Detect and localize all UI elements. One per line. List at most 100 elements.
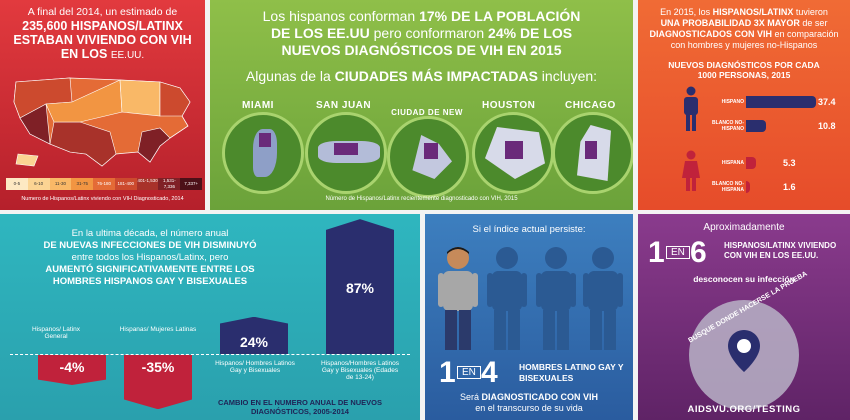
panel-one-in-four: Si el índice actual persiste: 1 EN 4 HOM… [425, 214, 633, 420]
cities-sub-1: Algunas de la [245, 68, 335, 84]
change-label-0: Hispanos/ Latinx General [31, 326, 81, 340]
city-map-san-juan [305, 112, 387, 194]
pop-text-1: Los hispanos conforman [262, 8, 420, 24]
lifetime-text-1: Será [459, 392, 482, 402]
legend-swatch-7: 1,531-7,336 [158, 178, 181, 190]
change-value-2: 24% [239, 333, 269, 350]
women-row-0-value: 5.3 [783, 158, 796, 168]
city-map-houston [472, 112, 554, 194]
location-pin-icon [728, 330, 760, 372]
cities-caption: Número de Hispanos/Latinx recientemente … [325, 196, 518, 202]
stat-num-2: 6 [690, 236, 707, 269]
baseline [10, 354, 410, 355]
change-value-1: -35% [141, 359, 175, 375]
prob-text-6: DIAGNOSTICADOS CON VIH [649, 29, 772, 39]
men-row-0-bar [746, 96, 816, 108]
map-caption: Numero de Hispanos/Latinx viviendo con V… [21, 196, 184, 202]
legend-swatch-5: 181-400 [114, 178, 137, 190]
change-value-3: 87% [345, 279, 375, 296]
men-row-1-label: BLANCO NO-HISPANO [712, 120, 744, 132]
city-hotspot [259, 133, 271, 147]
women-row-1-label: BLANCO NO-HISPANA [712, 181, 744, 193]
city-hotspot [585, 141, 597, 159]
city-map-chicago [552, 112, 633, 194]
change-bar-1 [124, 355, 192, 410]
city-label-houston: HOUSTON [482, 100, 536, 111]
cities-sub-3: incluyen: [537, 68, 598, 84]
change-label-2: Hispanos/ Hombres Latinos Gay y Bisexual… [215, 360, 295, 374]
city-map-new-york [387, 116, 469, 198]
women-row-0-label: HISPANA [721, 160, 744, 166]
headline-text: 235,600 HISPANOS/LATINX ESTABAN VIVIENDO… [13, 19, 192, 61]
legend-swatch-1: 6-10 [27, 178, 50, 190]
panel-probability: En 2015, los HISPANOS/LATINX tuvieron UN… [638, 0, 850, 210]
person-silhouette-icon [536, 247, 576, 350]
women-row-1-bar [746, 181, 750, 193]
change-bar-2 [220, 316, 288, 354]
prob-text-2: HISPANOS/LATINX [712, 7, 794, 17]
city-hotspot [505, 141, 523, 159]
panel-trends: En la ultima década, el número anual DE … [0, 214, 420, 420]
change-value-0: -4% [59, 359, 85, 375]
male-icon [684, 86, 698, 131]
ratio-num-1: 1 [439, 356, 456, 389]
testing-url[interactable]: AIDSVU.ORG/TESTING [687, 404, 801, 415]
men-row-1-bar [746, 120, 767, 132]
legend-swatch-0: 0-5 [6, 178, 28, 190]
pop-text-4: pero conformaron [369, 25, 489, 41]
legend-swatch-6: 401-1,530 [136, 178, 159, 190]
city-hotspot [334, 143, 358, 155]
ratio-num-2: 4 [481, 356, 498, 389]
pop-text-5: 24% DE LOS [488, 25, 573, 41]
headline: 235,600 HISPANOS/LATINX ESTABAN VIVIENDO… [6, 19, 199, 63]
person-silhouette-icon [487, 247, 527, 350]
trend-caption: CAMBIO EN EL NUMERO ANUAL DE NUEVOS DIAG… [217, 398, 383, 416]
trend-text-3: entre todos los Hispanos/Latinx, pero [71, 252, 229, 263]
intro-text: A final del 2014, un estimado de [27, 6, 178, 18]
city-map-miami [222, 112, 304, 194]
prob-text-7: en comparación con hombres y mujeres no-… [670, 29, 839, 50]
persist-text: Si el índice actual persiste: [472, 224, 586, 235]
unknown-text: desconocen su infección [693, 274, 795, 284]
trend-text-1: En la ultima década, el número anual [71, 228, 229, 239]
cities-sub-2: CIUDADES MÁS IMPACTADAS [334, 68, 538, 84]
panel-testing: Aproximadamente 1 EN 6 HISPANOS/LATINX V… [638, 214, 850, 420]
approx-text: Aproximadamente [703, 222, 785, 233]
stat-num-1: 1 [648, 236, 665, 269]
headline-tail: EE.UU. [110, 50, 145, 61]
ratio-en: EN [457, 366, 481, 379]
prob-text-3: tuvieron [793, 7, 828, 17]
map-legend: 0-5 6-10 11-30 31-75 76-180 181-400 401-… [6, 178, 203, 190]
panel-new-diagnoses: Los hispanos conforman 17% DE LA POBLACI… [210, 0, 633, 210]
city-label-chicago: CHICAGO [565, 100, 616, 111]
city-label-san-juan: SAN JUAN [316, 100, 372, 111]
pop-text-2: 17% DE LA POBLACIÓN [419, 8, 581, 24]
trend-text-4: AUMENTÓ SIGNIFICATIVAMENTE ENTRE LOS HOM… [45, 264, 255, 287]
trend-text: En la ultima década, el número anual DE … [20, 228, 280, 288]
person-silhouette-icon [583, 247, 623, 350]
legend-swatch-2: 11-30 [49, 178, 72, 190]
population-text: Los hispanos conforman 17% DE LA POBLACI… [210, 8, 633, 59]
change-label-1: Hispanas/ Mujeres Latinas [119, 326, 197, 333]
prob-text-1: En 2015, los [660, 7, 713, 17]
prob-text-5: de ser [799, 18, 828, 28]
lifetime-text-2: DIAGNOSTICADO CON VIH [481, 392, 599, 402]
person-highlight-icon [438, 247, 478, 350]
rate-chart-title: NUEVOS DIAGNÓSTICOS POR CADA 1000 PERSON… [668, 60, 820, 80]
prob-text-4: UNA PROBABILIDAD 3X MAYOR [660, 18, 800, 28]
stat-en: EN [666, 246, 690, 259]
probability-text: En 2015, los HISPANOS/LATINX tuvieron UN… [642, 7, 846, 51]
legend-swatch-4: 76-180 [93, 178, 115, 190]
us-map [13, 77, 191, 167]
change-bar-0 [38, 355, 106, 385]
women-row-1-value: 1.6 [783, 182, 796, 192]
pop-text-6: NUEVOS DIAGNÓSTICOS DE VIH EN 2015 [281, 42, 562, 58]
lifetime-text-3: en el transcurso de su vida [475, 403, 583, 413]
panel-living-with-hiv: A final del 2014, un estimado de 235,600… [0, 0, 205, 210]
legend-swatch-8: 7,337+ [180, 178, 203, 190]
trend-text-2: DE NUEVAS INFECCIONES DE VIH DISMINUYÓ [43, 240, 257, 251]
legend-swatch-3: 31-75 [71, 178, 94, 190]
ratio-label: HOMBRES LATINO GAY Y BISEXUALES [519, 362, 624, 383]
change-bar-3 [326, 219, 394, 354]
city-label-miami: MIAMI [242, 100, 274, 111]
